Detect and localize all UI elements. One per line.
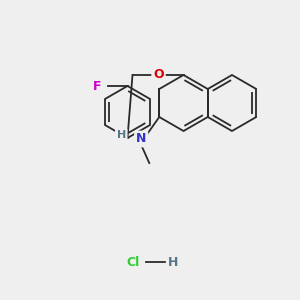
Text: H: H bbox=[168, 256, 178, 268]
Text: N: N bbox=[136, 133, 146, 146]
Text: F: F bbox=[93, 80, 102, 92]
Text: Cl: Cl bbox=[126, 256, 140, 268]
Text: O: O bbox=[153, 68, 164, 82]
Text: H: H bbox=[117, 130, 126, 140]
